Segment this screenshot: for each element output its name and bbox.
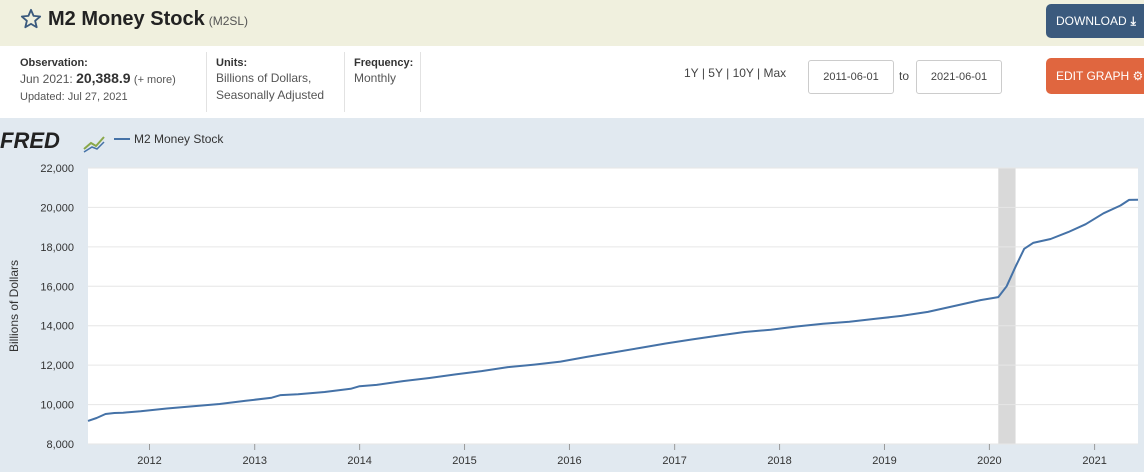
recession-shading	[998, 168, 1016, 444]
x-tick-label: 2020	[977, 455, 1001, 467]
units-block: Units: Billions of Dollars, Seasonally A…	[216, 56, 324, 104]
gear-icon: ⚙	[1132, 69, 1144, 83]
series-meta: Observation: Jun 2021: 20,388.9 (+ more)…	[0, 46, 1144, 118]
y-tick-label: 14,000	[40, 321, 74, 333]
date-range-to-label: to	[899, 69, 910, 83]
series-id: (M2SL)	[208, 14, 249, 28]
x-tick-label: 2015	[452, 455, 476, 467]
fred-chart-icon	[83, 136, 105, 153]
more-observations-link[interactable]: (+ more)	[133, 74, 176, 86]
x-tick-label: 2019	[872, 455, 896, 467]
plot-area	[88, 168, 1138, 444]
range-5y-link[interactable]: 5Y	[708, 66, 723, 80]
observation-period: Jun 2021:	[20, 72, 73, 86]
range-10y-link[interactable]: 10Y	[732, 66, 754, 80]
download-icon: ⤓	[1130, 14, 1136, 28]
y-tick-label: 18,000	[40, 242, 74, 254]
x-tick-label: 2021	[1082, 455, 1106, 467]
frequency-block: Frequency: Monthly	[354, 56, 413, 87]
x-tick-label: 2018	[767, 455, 791, 467]
x-tick-label: 2016	[557, 455, 581, 467]
page-title: M2 Money Stock (M2SL)	[48, 8, 248, 31]
legend-label: M2 Money Stock	[134, 132, 224, 146]
y-tick-label: 10,000	[40, 400, 74, 412]
range-selector: 1Y | 5Y | 10Y | Max	[684, 66, 786, 80]
divider	[420, 52, 421, 112]
download-label: DOWNLOAD	[1056, 14, 1127, 28]
units-line2: Seasonally Adjusted	[216, 88, 325, 102]
star-outline-icon[interactable]	[20, 8, 42, 30]
x-tick-label: 2017	[662, 455, 686, 467]
y-tick-label: 8,000	[46, 439, 74, 451]
download-button[interactable]: DOWNLOAD ⤓	[1046, 4, 1144, 38]
x-tick-label: 2013	[242, 455, 266, 467]
units-line1: Billions of Dollars,	[216, 71, 312, 85]
range-1y-link[interactable]: 1Y	[684, 66, 699, 80]
range-separator: |	[726, 66, 730, 80]
start-date-input[interactable]: 2011-06-01	[808, 60, 894, 94]
edit-graph-button[interactable]: EDIT GRAPH ⚙	[1046, 58, 1144, 94]
observation-label: Observation:	[20, 57, 88, 69]
y-axis-label: Billions of Dollars	[7, 260, 21, 352]
range-separator: |	[701, 66, 705, 80]
x-tick-label: 2014	[347, 455, 371, 467]
series-line-m2[interactable]	[87, 198, 1139, 422]
observation-value: 20,388.9	[76, 70, 131, 86]
divider	[206, 52, 207, 112]
line-chart[interactable]: FRED M2 Money Stock 8,000 10,000 12,000 14,…	[0, 118, 1144, 472]
series-title: M2 Money Stock	[48, 8, 205, 30]
y-tick-label: 16,000	[40, 281, 74, 293]
frequency-label: Frequency:	[354, 57, 414, 69]
updated-date: Updated: Jul 27, 2021	[20, 91, 128, 103]
frequency-value: Monthly	[354, 71, 397, 85]
x-tick-label: 2012	[137, 455, 161, 467]
observation-block: Observation: Jun 2021: 20,388.9 (+ more)…	[20, 56, 176, 106]
units-label: Units:	[216, 57, 248, 69]
y-tick-label: 20,000	[40, 202, 74, 214]
chart-panel: FRED M2 Money Stock 8,000 10,000 12,000 14,…	[0, 118, 1144, 472]
range-max-link[interactable]: Max	[763, 66, 787, 80]
title-bar: M2 Money Stock (M2SL) DOWNLOAD ⤓	[0, 0, 1144, 46]
range-separator: |	[757, 66, 761, 80]
fred-logo[interactable]: FRED	[0, 128, 60, 153]
y-tick-label: 22,000	[40, 163, 74, 175]
edit-graph-label: EDIT GRAPH	[1056, 69, 1130, 83]
end-date-input[interactable]: 2021-06-01	[916, 60, 1002, 94]
divider	[344, 52, 345, 112]
y-tick-label: 12,000	[40, 360, 74, 372]
